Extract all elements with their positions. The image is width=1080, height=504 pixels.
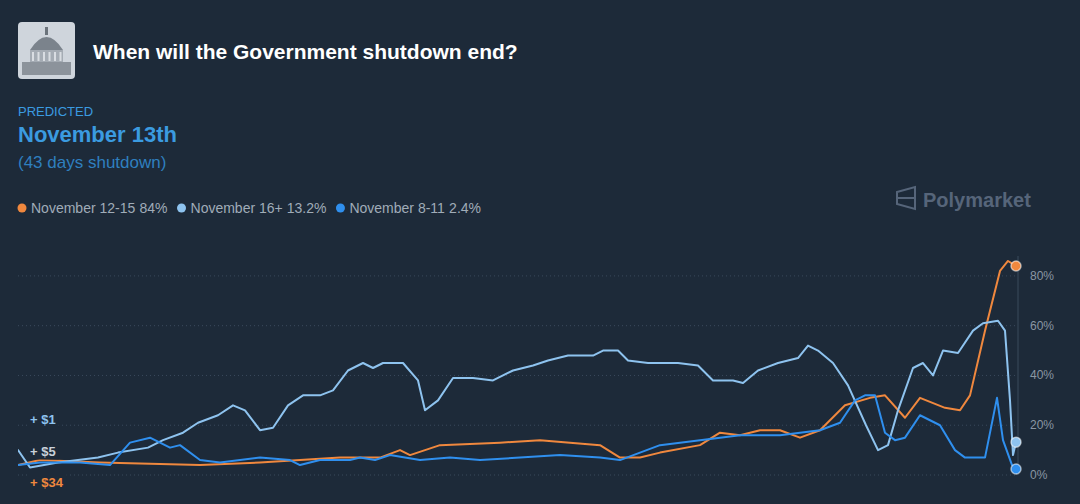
annotation: + $5 bbox=[30, 444, 56, 459]
icon-column bbox=[54, 52, 56, 61]
grid-line bbox=[18, 275, 1018, 276]
series-line bbox=[18, 261, 1016, 465]
icon-column bbox=[43, 52, 45, 61]
legend-swatch bbox=[177, 204, 186, 213]
icon-dome bbox=[30, 37, 63, 50]
brand-name: Polymarket bbox=[923, 189, 1031, 211]
background bbox=[0, 0, 1080, 504]
end-dots bbox=[1011, 261, 1021, 474]
brand: Polymarket bbox=[897, 187, 1031, 211]
icon-column bbox=[38, 52, 40, 61]
icon-column bbox=[60, 52, 62, 61]
chart: When will the Government shutdown end? PR… bbox=[0, 0, 1080, 504]
y-tick-label: 60% bbox=[1030, 319, 1054, 333]
y-tick-label: 20% bbox=[1030, 418, 1054, 432]
icon-column bbox=[49, 52, 51, 61]
predicted-label: PREDICTED bbox=[18, 104, 93, 119]
annotation: + $34 bbox=[30, 475, 64, 490]
annotation-patch bbox=[27, 474, 67, 491]
legend-label: November 12-15 bbox=[31, 200, 135, 216]
legend-label: November 16+ bbox=[191, 200, 283, 216]
legend-swatch bbox=[18, 204, 27, 213]
legend-swatch bbox=[336, 204, 345, 213]
grid-line bbox=[18, 325, 1018, 326]
legend-label: November 8-11 bbox=[349, 200, 445, 216]
annotation-patch bbox=[27, 411, 59, 428]
end-dot bbox=[1011, 464, 1021, 474]
y-tick-label: 0% bbox=[1030, 468, 1048, 482]
y-tick-label: 80% bbox=[1030, 269, 1054, 283]
grid-line bbox=[18, 475, 1018, 476]
title: When will the Government shutdown end? bbox=[93, 40, 518, 63]
icon-spire bbox=[45, 27, 48, 35]
market-icon bbox=[18, 22, 75, 79]
y-tick-label: 40% bbox=[1030, 368, 1054, 382]
plot-area bbox=[18, 261, 1016, 469]
y-axis: 0% 20% 40% 60% 80% bbox=[18, 256, 1054, 482]
brand-logo bbox=[897, 187, 915, 209]
legend: November 12-1584% November 16+13.2% Novemb… bbox=[18, 200, 482, 216]
icon-base bbox=[22, 62, 71, 75]
icon-column bbox=[32, 52, 34, 61]
end-dot bbox=[1011, 437, 1021, 447]
prediction: November 13th bbox=[18, 122, 177, 147]
series-line bbox=[18, 395, 1016, 469]
end-dot bbox=[1011, 261, 1021, 271]
grid-line bbox=[18, 425, 1018, 426]
annotations: + $1 + $5 + $34 bbox=[27, 411, 67, 491]
icon-drum bbox=[30, 50, 63, 62]
legend-value: 84% bbox=[139, 200, 167, 216]
annotation-patch bbox=[27, 443, 59, 460]
prediction-note: (43 days shutdown) bbox=[18, 153, 166, 172]
legend-value: 13.2% bbox=[287, 200, 327, 216]
annotation: + $1 bbox=[30, 412, 56, 427]
icon-frame bbox=[18, 22, 75, 79]
grid-line bbox=[18, 375, 1018, 376]
legend-value: 2.4% bbox=[449, 200, 481, 216]
